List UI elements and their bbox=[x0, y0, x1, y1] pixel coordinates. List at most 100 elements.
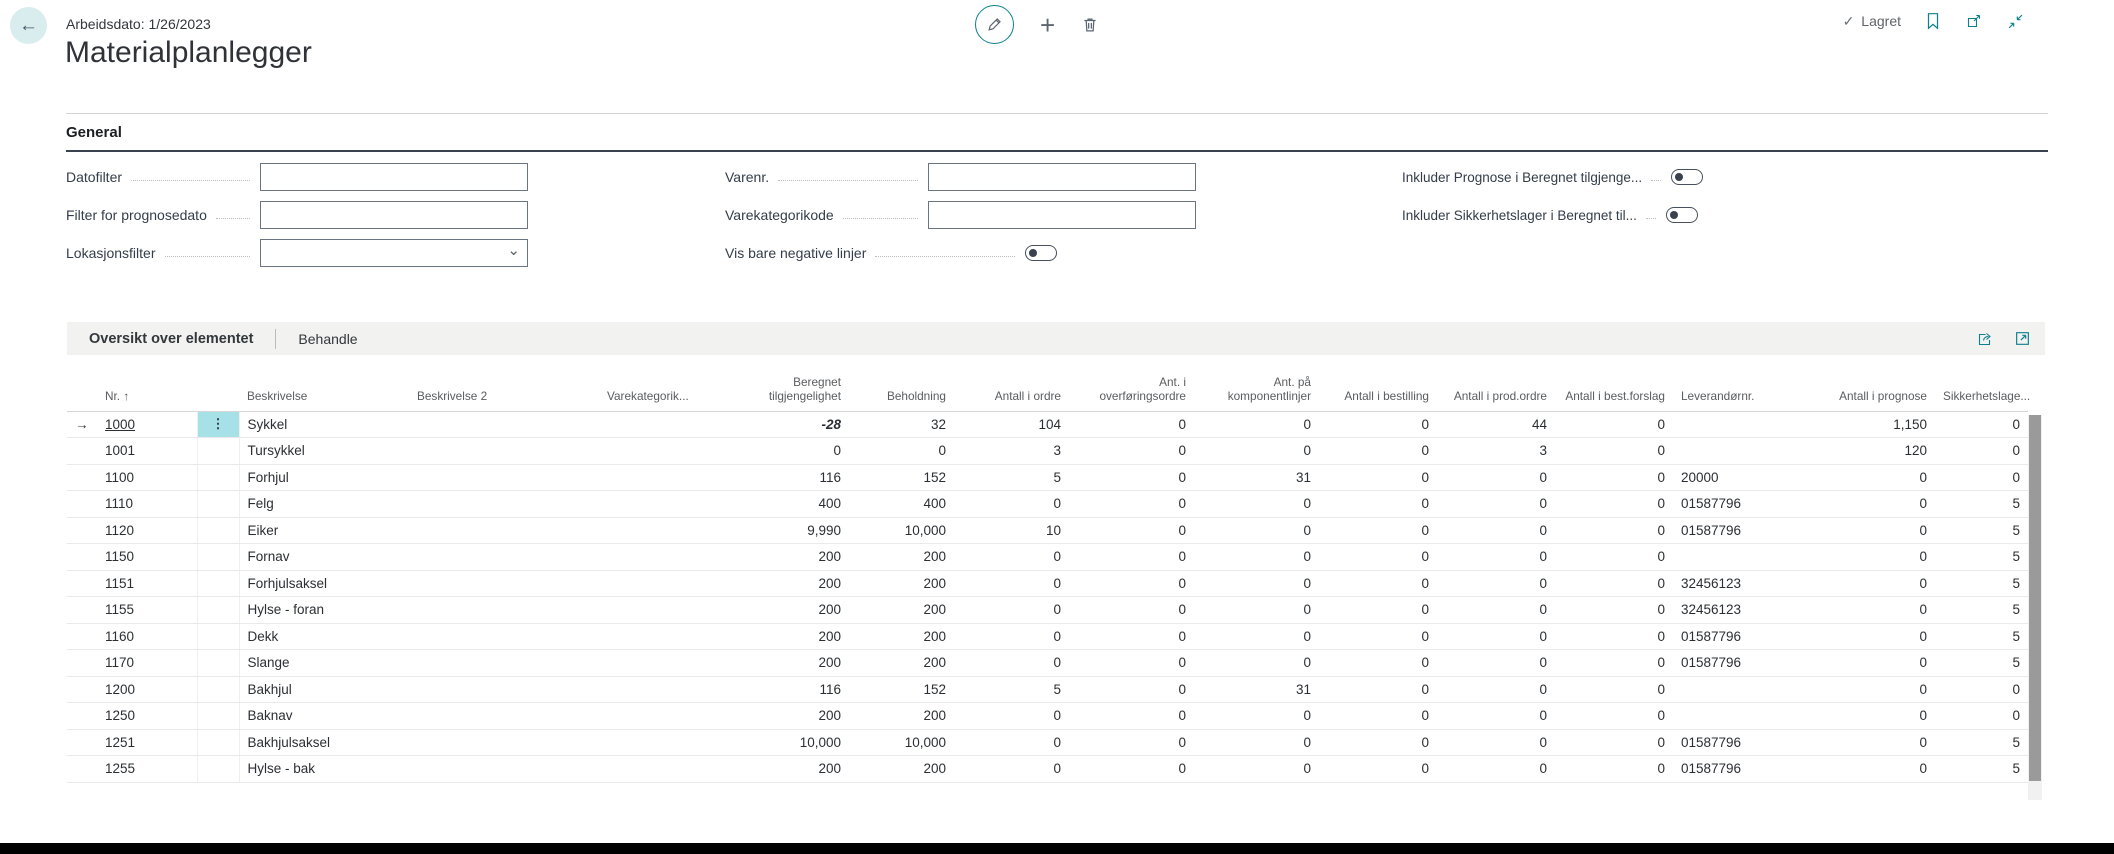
cell-inventory[interactable]: 400 bbox=[849, 490, 954, 518]
edit-button[interactable] bbox=[975, 5, 1014, 44]
cell-qty_order[interactable]: 0 bbox=[954, 623, 1069, 650]
cell-inventory[interactable]: 10,000 bbox=[849, 517, 954, 544]
cell-qty_component[interactable]: 0 bbox=[1194, 623, 1319, 650]
cell-qty_req[interactable]: 0 bbox=[1555, 543, 1673, 571]
cell-qty_component[interactable]: 0 bbox=[1194, 543, 1319, 571]
col-header-qty_component[interactable]: Ant. på komponentlinjer bbox=[1194, 355, 1319, 412]
cell-qty_prod[interactable]: 0 bbox=[1437, 702, 1555, 730]
cell-inventory[interactable]: 200 bbox=[849, 702, 954, 730]
cell-qty_component[interactable]: 0 bbox=[1194, 729, 1319, 756]
cell-qty_transfer[interactable]: 0 bbox=[1069, 649, 1194, 677]
col-header-inventory[interactable]: Beholdning bbox=[849, 355, 954, 412]
cell-qty_order[interactable]: 3 bbox=[954, 437, 1069, 465]
cell-qty_order[interactable]: 0 bbox=[954, 490, 1069, 518]
table-row[interactable]: 1151 Forhjulsaksel 200 200 0 0 0 0 0 0 32456123 0 5 bbox=[67, 570, 2028, 597]
cell-no[interactable]: 1155 bbox=[97, 596, 197, 624]
vis-bare-negative-toggle[interactable] bbox=[1024, 245, 1057, 261]
add-button[interactable]: + bbox=[1040, 12, 1055, 38]
col-header-desc[interactable]: Beskrivelse bbox=[239, 355, 409, 412]
col-header-no[interactable]: Nr. ↑ bbox=[97, 355, 197, 412]
cell-qty_prod[interactable]: 0 bbox=[1437, 649, 1555, 677]
cell-qty_req[interactable]: 0 bbox=[1555, 729, 1673, 756]
cell-forecast[interactable]: 0 bbox=[1785, 517, 1935, 544]
col-header-calc_avail[interactable]: Beregnet tilgjengelighet bbox=[714, 355, 849, 412]
cell-qty_purchase[interactable]: 0 bbox=[1319, 649, 1437, 677]
cell-qty_transfer[interactable]: 0 bbox=[1069, 411, 1194, 438]
cell-qty_prod[interactable]: 0 bbox=[1437, 596, 1555, 624]
cell-inventory[interactable]: 200 bbox=[849, 570, 954, 597]
cell-qty_transfer[interactable]: 0 bbox=[1069, 623, 1194, 650]
table-row[interactable]: 1255 Hylse - bak 200 200 0 0 0 0 0 0 01587796 0 5 bbox=[67, 755, 2028, 783]
table-row[interactable]: 1170 Slange 200 200 0 0 0 0 0 0 01587796 0 5 bbox=[67, 649, 2028, 677]
cell-qty_purchase[interactable]: 0 bbox=[1319, 570, 1437, 597]
cell-qty_prod[interactable]: 0 bbox=[1437, 490, 1555, 518]
varekategorikode-input[interactable] bbox=[928, 201, 1196, 229]
cell-qty_transfer[interactable]: 0 bbox=[1069, 702, 1194, 730]
cell-forecast[interactable]: 0 bbox=[1785, 676, 1935, 703]
cell-qty_transfer[interactable]: 0 bbox=[1069, 596, 1194, 624]
cell-no[interactable]: 1200 bbox=[97, 676, 197, 703]
cell-inventory[interactable]: 10,000 bbox=[849, 729, 954, 756]
cell-qty_purchase[interactable]: 0 bbox=[1319, 464, 1437, 491]
inkluder-sikkerhetslager-toggle[interactable] bbox=[1665, 207, 1698, 223]
varenr-input[interactable] bbox=[928, 163, 1196, 191]
cell-qty_transfer[interactable]: 0 bbox=[1069, 729, 1194, 756]
scrollbar-thumb[interactable] bbox=[2029, 415, 2041, 781]
cell-no[interactable]: 1151 bbox=[97, 570, 197, 597]
cell-qty_component[interactable]: 0 bbox=[1194, 517, 1319, 544]
cell-qty_purchase[interactable]: 0 bbox=[1319, 623, 1437, 650]
cell-qty_req[interactable]: 0 bbox=[1555, 490, 1673, 518]
table-row[interactable]: 1200 Bakhjul 116 152 5 0 31 0 0 0 0 0 bbox=[67, 676, 2028, 703]
cell-qty_req[interactable]: 0 bbox=[1555, 464, 1673, 491]
cell-qty_req[interactable]: 0 bbox=[1555, 437, 1673, 465]
cell-forecast[interactable]: 0 bbox=[1785, 490, 1935, 518]
cell-qty_order[interactable]: 0 bbox=[954, 729, 1069, 756]
cell-qty_order[interactable]: 5 bbox=[954, 464, 1069, 491]
cell-no[interactable]: 1150 bbox=[97, 543, 197, 571]
table-row[interactable]: → 1000 ⋮ Sykkel -28 32 104 0 0 0 44 0 1,150 0 bbox=[67, 411, 2028, 438]
cell-inventory[interactable]: 152 bbox=[849, 676, 954, 703]
cell-qty_component[interactable]: 0 bbox=[1194, 649, 1319, 677]
cell-qty_component[interactable]: 0 bbox=[1194, 596, 1319, 624]
cell-qty_purchase[interactable]: 0 bbox=[1319, 543, 1437, 571]
cell-qty_req[interactable]: 0 bbox=[1555, 596, 1673, 624]
cell-inventory[interactable]: 200 bbox=[849, 755, 954, 783]
cell-qty_component[interactable]: 0 bbox=[1194, 411, 1319, 438]
cell-forecast[interactable]: 0 bbox=[1785, 702, 1935, 730]
cell-qty_purchase[interactable]: 0 bbox=[1319, 517, 1437, 544]
tab-behandle[interactable]: Behandle bbox=[298, 330, 358, 347]
cell-qty_transfer[interactable]: 0 bbox=[1069, 755, 1194, 783]
cell-forecast[interactable]: 0 bbox=[1785, 649, 1935, 677]
table-row[interactable]: 1251 Bakhjulsaksel 10,000 10,000 0 0 0 0 0 0 01587… bbox=[67, 729, 2028, 756]
cell-qty_req[interactable]: 0 bbox=[1555, 517, 1673, 544]
cell-forecast[interactable]: 0 bbox=[1785, 464, 1935, 491]
delete-button[interactable] bbox=[1081, 16, 1099, 34]
datofilter-input[interactable] bbox=[260, 163, 528, 191]
col-header-cat[interactable]: Varekategorik... bbox=[599, 355, 714, 412]
cell-forecast[interactable]: 0 bbox=[1785, 596, 1935, 624]
cell-qty_purchase[interactable]: 0 bbox=[1319, 437, 1437, 465]
cell-qty_purchase[interactable]: 0 bbox=[1319, 596, 1437, 624]
cell-qty_prod[interactable]: 44 bbox=[1437, 411, 1555, 438]
cell-qty_req[interactable]: 0 bbox=[1555, 411, 1673, 438]
cell-forecast[interactable]: 120 bbox=[1785, 437, 1935, 465]
cell-qty_req[interactable]: 0 bbox=[1555, 623, 1673, 650]
cell-qty_order[interactable]: 0 bbox=[954, 570, 1069, 597]
cell-no[interactable]: 1255 bbox=[97, 755, 197, 783]
inkluder-prognose-toggle[interactable] bbox=[1671, 169, 1704, 185]
table-row[interactable]: 1155 Hylse - foran 200 200 0 0 0 0 0 0 32456123 0 5 bbox=[67, 596, 2028, 624]
cell-forecast[interactable]: 1,150 bbox=[1785, 411, 1935, 438]
lokasjonsfilter-input[interactable] bbox=[260, 239, 528, 267]
cell-qty_transfer[interactable]: 0 bbox=[1069, 517, 1194, 544]
cell-qty_req[interactable]: 0 bbox=[1555, 649, 1673, 677]
cell-no[interactable]: 1001 bbox=[97, 437, 197, 465]
cell-qty_order[interactable]: 104 bbox=[954, 411, 1069, 438]
collapse-button[interactable] bbox=[2007, 13, 2024, 30]
cell-inventory[interactable]: 0 bbox=[849, 437, 954, 465]
table-row[interactable]: 1110 Felg 400 400 0 0 0 0 0 0 01587796 0 5 bbox=[67, 490, 2028, 518]
cell-qty_purchase[interactable]: 0 bbox=[1319, 411, 1437, 438]
cell-qty_purchase[interactable]: 0 bbox=[1319, 729, 1437, 756]
cell-forecast[interactable]: 0 bbox=[1785, 543, 1935, 571]
cell-qty_prod[interactable]: 0 bbox=[1437, 729, 1555, 756]
cell-qty_transfer[interactable]: 0 bbox=[1069, 570, 1194, 597]
